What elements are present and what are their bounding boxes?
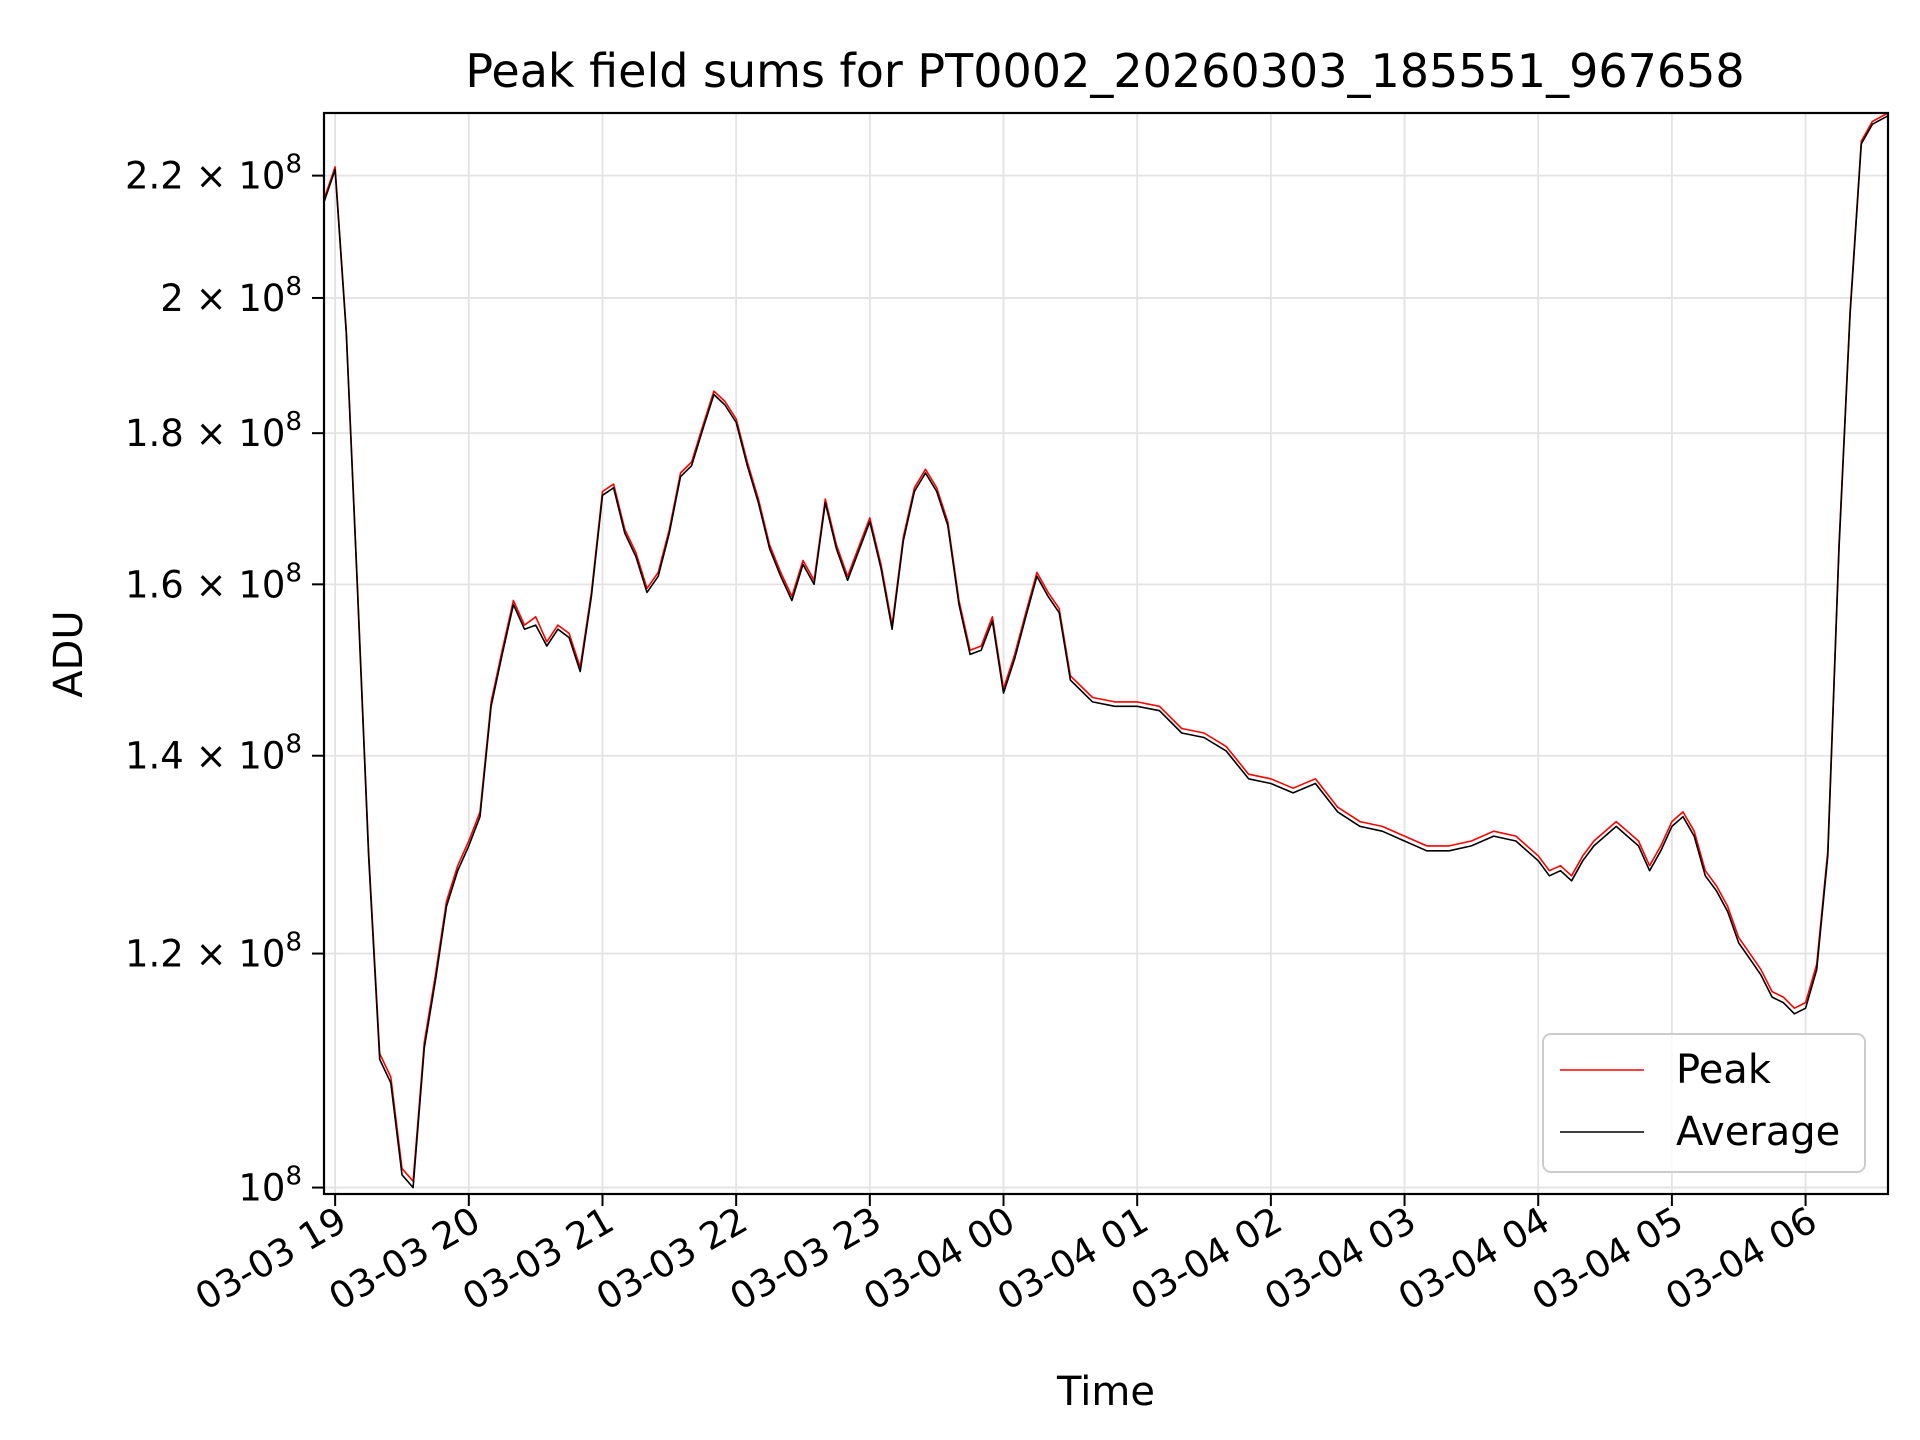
y-tick-label: 1.2 × 108 (125, 928, 302, 976)
series-line-peak (323, 112, 1889, 1182)
plot-area-frame (322, 111, 1890, 1196)
x-axis-title: Time (1056, 1369, 1155, 1415)
series-line-average (323, 115, 1889, 1189)
legend: Peak Average (1542, 1033, 1866, 1173)
y-axis: 108 1.2 × 108 1.4 × 108 1.6 × 108 1.8 × 108 2… (125, 150, 324, 1210)
y-tick-label: 1.4 × 108 (125, 730, 302, 778)
legend-label-peak: Peak (1676, 1047, 1772, 1093)
y-tick-label: 1.8 × 108 (125, 407, 302, 455)
chart-title: Peak field sums for PT0002_20260303_1855… (465, 44, 1744, 98)
legend-label-average: Average (1676, 1109, 1840, 1155)
y-tick-label: 1.6 × 108 (125, 558, 302, 606)
y-axis-title: ADU (46, 610, 92, 697)
y-tick-label: 2.2 × 108 (125, 150, 302, 198)
y-tick-label: 108 (238, 1162, 302, 1210)
grid-lines (324, 113, 1888, 1194)
series-layer (323, 112, 1889, 1189)
legend-box (1542, 1033, 1866, 1173)
y-tick-label: 2 × 108 (160, 272, 302, 320)
